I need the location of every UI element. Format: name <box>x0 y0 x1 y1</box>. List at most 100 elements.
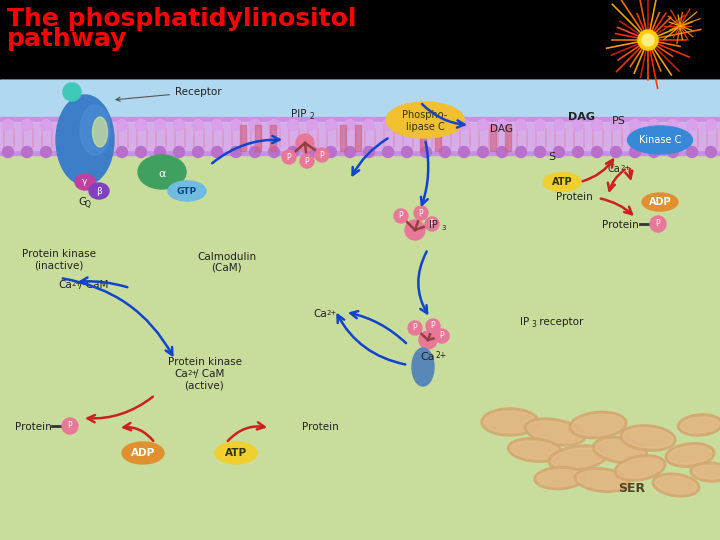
Ellipse shape <box>569 411 627 438</box>
Circle shape <box>642 34 654 46</box>
Circle shape <box>667 119 678 131</box>
Ellipse shape <box>690 462 720 482</box>
Circle shape <box>426 319 440 333</box>
Bar <box>0 80 720 125</box>
Ellipse shape <box>572 414 624 436</box>
Text: P: P <box>431 321 436 330</box>
Circle shape <box>534 146 546 158</box>
Ellipse shape <box>168 181 206 201</box>
Text: Ca: Ca <box>174 369 188 379</box>
Circle shape <box>650 216 666 232</box>
Circle shape <box>60 146 71 158</box>
Ellipse shape <box>412 348 434 386</box>
Text: P: P <box>68 422 72 430</box>
Text: / CaM: / CaM <box>195 369 225 379</box>
Ellipse shape <box>678 414 720 436</box>
Circle shape <box>282 150 296 164</box>
Text: GTP: GTP <box>177 186 197 195</box>
Text: SER: SER <box>618 482 645 495</box>
Circle shape <box>497 146 508 158</box>
Text: Receptor: Receptor <box>116 87 222 102</box>
Ellipse shape <box>593 436 647 463</box>
Ellipse shape <box>89 183 109 199</box>
Circle shape <box>296 134 314 152</box>
Bar <box>420 125 426 151</box>
Circle shape <box>135 119 146 131</box>
Circle shape <box>22 146 32 158</box>
Circle shape <box>2 146 14 158</box>
Text: P: P <box>440 332 444 341</box>
Text: 2+: 2+ <box>435 351 446 360</box>
Circle shape <box>534 119 546 131</box>
Ellipse shape <box>614 455 666 481</box>
Ellipse shape <box>652 473 700 497</box>
Ellipse shape <box>693 465 720 479</box>
Circle shape <box>408 321 422 335</box>
Ellipse shape <box>386 102 464 138</box>
Ellipse shape <box>655 476 697 494</box>
Circle shape <box>300 154 314 168</box>
Bar <box>505 125 511 151</box>
Circle shape <box>117 146 127 158</box>
Circle shape <box>382 119 394 131</box>
Ellipse shape <box>484 411 536 433</box>
Bar <box>0 122 720 150</box>
Circle shape <box>230 119 241 131</box>
Ellipse shape <box>524 418 585 446</box>
Circle shape <box>402 146 413 158</box>
Circle shape <box>420 146 431 158</box>
Circle shape <box>419 331 437 349</box>
Text: Ca: Ca <box>58 280 72 290</box>
Circle shape <box>477 146 488 158</box>
Text: Protein kinase: Protein kinase <box>22 249 96 259</box>
Circle shape <box>629 119 641 131</box>
Text: The phosphatidylinositol: The phosphatidylinositol <box>7 7 356 31</box>
Circle shape <box>435 329 449 343</box>
Bar <box>0 0 720 79</box>
Circle shape <box>706 146 716 158</box>
Circle shape <box>250 119 261 131</box>
Circle shape <box>420 119 431 131</box>
Circle shape <box>364 146 374 158</box>
Text: Protein kinase: Protein kinase <box>168 357 242 367</box>
Ellipse shape <box>481 408 539 436</box>
Bar <box>255 125 261 151</box>
Ellipse shape <box>668 446 712 464</box>
Ellipse shape <box>138 155 186 189</box>
Circle shape <box>78 119 89 131</box>
Text: 2+: 2+ <box>327 310 337 316</box>
Text: α: α <box>158 169 166 179</box>
Bar <box>0 80 720 145</box>
Text: lipase C: lipase C <box>405 122 444 132</box>
Circle shape <box>40 146 52 158</box>
Circle shape <box>155 146 166 158</box>
Bar <box>0 117 720 155</box>
Circle shape <box>477 119 488 131</box>
Text: P: P <box>419 208 423 218</box>
Text: Calmodulin: Calmodulin <box>197 252 256 262</box>
Text: (inactive): (inactive) <box>34 260 84 270</box>
Text: Ca: Ca <box>608 164 621 174</box>
Text: IP: IP <box>520 317 529 327</box>
Text: receptor: receptor <box>536 317 583 327</box>
Ellipse shape <box>92 117 107 147</box>
Ellipse shape <box>665 443 715 467</box>
Text: 2: 2 <box>310 112 315 121</box>
Text: IP: IP <box>429 220 438 230</box>
Text: ADP: ADP <box>649 197 671 207</box>
Circle shape <box>706 119 716 131</box>
Text: Protein: Protein <box>556 192 593 202</box>
Ellipse shape <box>642 193 678 211</box>
Bar <box>0 145 720 540</box>
Text: Ca: Ca <box>420 352 435 362</box>
Circle shape <box>60 119 71 131</box>
Bar <box>0 80 720 125</box>
Circle shape <box>22 119 32 131</box>
Circle shape <box>405 220 425 240</box>
Ellipse shape <box>122 442 164 464</box>
Ellipse shape <box>628 126 693 154</box>
Circle shape <box>287 146 299 158</box>
Circle shape <box>402 119 413 131</box>
Circle shape <box>174 119 184 131</box>
Circle shape <box>307 146 318 158</box>
